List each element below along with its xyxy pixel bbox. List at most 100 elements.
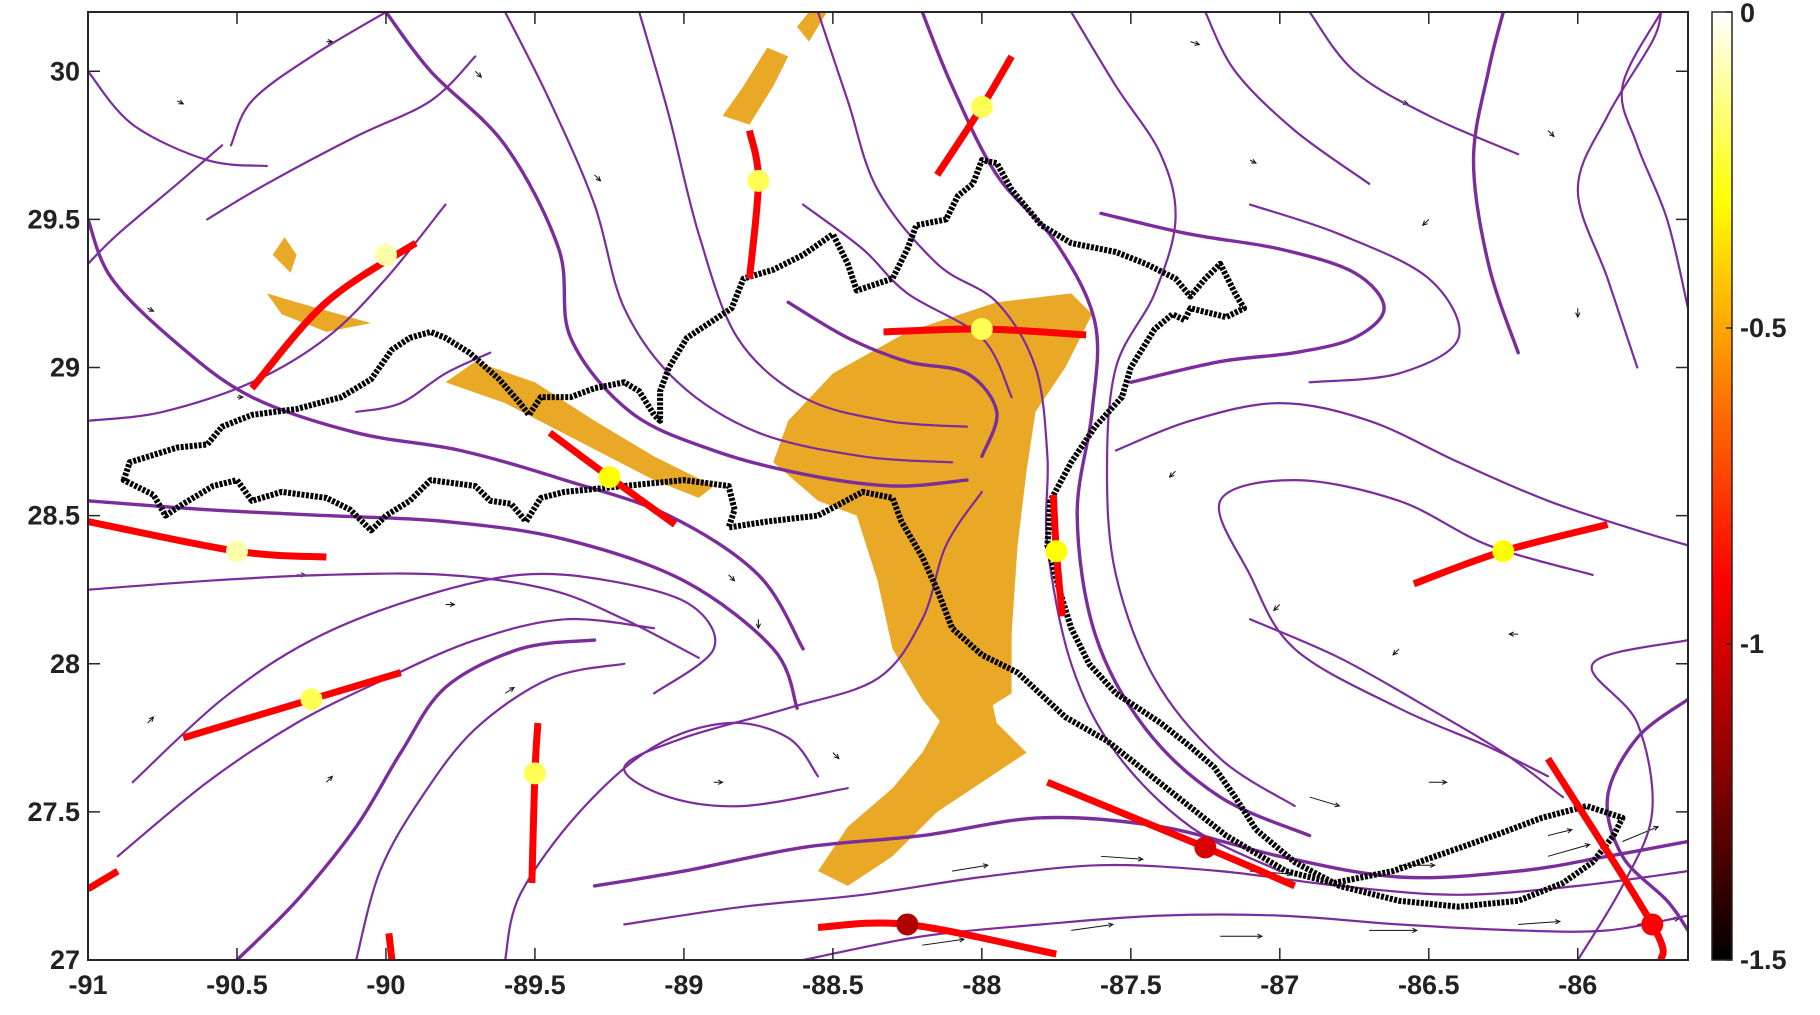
red-segment [88, 868, 120, 892]
streamline [1114, 401, 1688, 547]
velocity-arrow [147, 716, 155, 724]
y-tick-label: 29.5 [27, 204, 80, 234]
data-point [300, 688, 323, 711]
velocity-arrow [1168, 470, 1176, 478]
colorbar-tick-label: -1.5 [1740, 945, 1787, 975]
velocity-arrow [832, 752, 840, 760]
streamline [1576, 639, 1688, 960]
streamline [1070, 12, 1296, 808]
velocity-arrow [1622, 825, 1660, 842]
dispersion-patch [272, 237, 297, 273]
x-tick-label: -87 [1260, 970, 1299, 1000]
velocity-arrow [1508, 631, 1519, 637]
x-tick-label: -89 [664, 970, 703, 1000]
velocity-arrow [1575, 308, 1581, 319]
red-segment [1545, 756, 1667, 960]
velocity-arrow [1392, 648, 1400, 656]
velocity-arrow [728, 574, 736, 582]
streamline [1620, 12, 1688, 310]
streamline [206, 55, 477, 221]
velocity-arrow [951, 863, 989, 872]
velocity-arrow [1518, 919, 1562, 925]
data-point [1194, 836, 1217, 859]
x-tick-label: -91 [68, 970, 107, 1000]
data-point [896, 913, 919, 936]
colorbar-bar [1711, 11, 1733, 961]
streamline [1308, 12, 1520, 156]
streamline [1248, 203, 1461, 384]
data-point [523, 762, 546, 785]
velocity-arrow [177, 99, 185, 105]
data-point [598, 466, 621, 489]
y-tick-label: 27 [50, 945, 80, 975]
streamline [786, 300, 999, 459]
data-point [1641, 913, 1664, 936]
colorbar-tick-label: -1 [1740, 629, 1764, 659]
y-tick-label: 27.5 [27, 797, 80, 827]
velocity-arrow [1249, 158, 1257, 164]
velocity-arrow [755, 619, 762, 630]
y-tick-label: 28.5 [27, 501, 80, 531]
dispersion-patch [722, 47, 789, 125]
data-point [1492, 540, 1515, 563]
velocity-arrow [326, 775, 334, 783]
data-point [970, 95, 993, 118]
streamline [355, 351, 492, 413]
streamline [88, 144, 224, 265]
colorbar-tick-label: -0.5 [1740, 313, 1787, 343]
x-tick-label: -90.5 [206, 970, 268, 1000]
streamline [1576, 12, 1663, 369]
streamline [623, 490, 983, 808]
patch-layer [266, 12, 1093, 886]
velocity-arrow [445, 601, 456, 608]
streamline [88, 217, 805, 651]
streamline [1605, 697, 1688, 933]
x-tick-label: -89.5 [504, 970, 566, 1000]
streamline [384, 12, 969, 488]
velocity-arrow [594, 174, 602, 182]
x-tick-label: -90 [366, 970, 405, 1000]
data-point [225, 540, 248, 563]
streamline [88, 499, 799, 710]
y-tick-label: 29 [50, 353, 80, 383]
velocity-arrow [1100, 855, 1144, 862]
data-point [970, 317, 993, 340]
x-tick-label: -88.5 [802, 970, 864, 1000]
streamline [638, 12, 969, 428]
dispersion-patch [773, 293, 1093, 729]
velocity-arrow [1547, 843, 1591, 857]
streamline [1471, 12, 1520, 355]
velocity-arrow [504, 686, 516, 694]
point-layer [225, 95, 1664, 936]
velocity-arrow [1547, 130, 1555, 138]
velocity-arrow [326, 38, 334, 45]
velocity-arrow [1422, 219, 1430, 227]
streamline [229, 12, 388, 147]
velocity-arrow [1220, 933, 1264, 939]
velocity-arrow [1369, 927, 1419, 934]
streamline [131, 572, 717, 784]
streamline [88, 203, 447, 422]
streamline [1248, 618, 1564, 799]
velocity-arrow [713, 779, 724, 785]
streamline [802, 203, 1013, 399]
x-tick-label: -86 [1558, 970, 1597, 1000]
velocity-arrow [1071, 922, 1115, 931]
velocity-arrow [922, 937, 966, 946]
y-tick-label: 28 [50, 649, 80, 679]
streamline [355, 662, 626, 960]
x-tick-label: -88 [962, 970, 1001, 1000]
velocity-arrow [474, 70, 483, 78]
colorbar-tick-label: 0 [1740, 0, 1755, 28]
x-tick-label: -86.5 [1398, 970, 1460, 1000]
streamline [88, 70, 268, 168]
streamline [1099, 211, 1386, 384]
dispersion-patch [818, 657, 1027, 886]
streamline [504, 12, 954, 464]
velocity-arrow [236, 394, 245, 400]
streamline [623, 863, 1688, 926]
plot-area [88, 12, 1688, 960]
velocity-arrow [1428, 779, 1448, 785]
colorbar: 0 -0.5 -1 -1.5 [1711, 0, 1787, 975]
plot-frame [87, 11, 1689, 961]
